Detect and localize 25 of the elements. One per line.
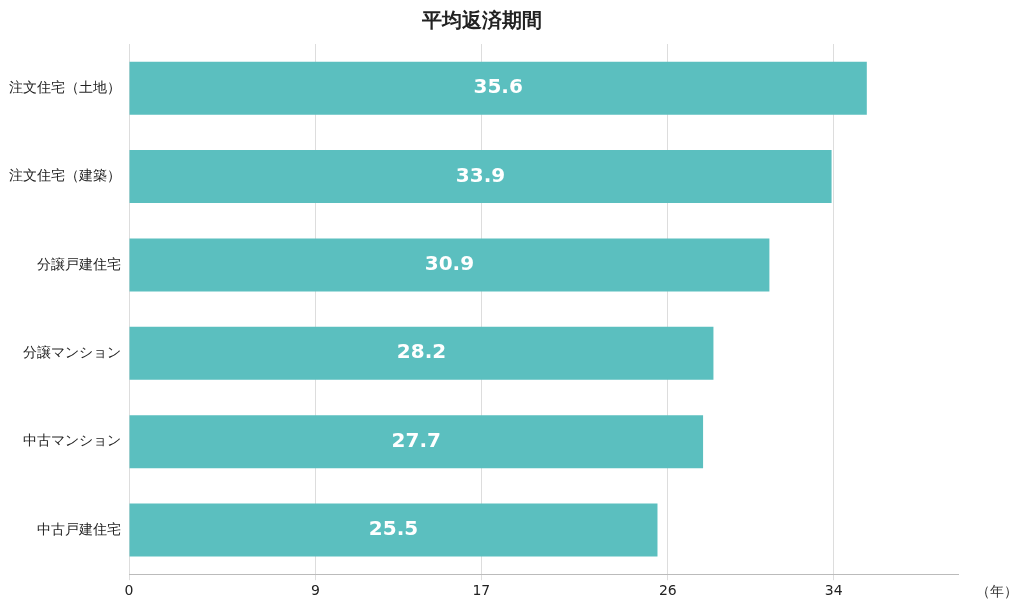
x-tick-label: 26 [658,582,677,599]
chart-title: 平均返済期間 [421,8,542,33]
data-label: 30.9 [424,251,475,276]
y-tick-label: 中古戸建住宅 [37,520,121,537]
bar [129,415,704,469]
x-tick-label: 34 [824,582,843,599]
bar [129,61,867,115]
y-tick-label: 中古マンション [23,432,121,449]
x-tick-label: 9 [311,582,320,599]
y-tick-label: 分譲マンション [23,343,121,360]
data-label: 25.5 [368,516,419,541]
x-tick-label: 0 [124,582,134,599]
data-label: 33.9 [455,162,506,187]
y-tick-label: 注文住宅（土地） [9,78,121,95]
bar [129,326,714,380]
data-label: 28.2 [396,339,447,364]
bar [129,150,832,204]
bar [129,503,658,557]
y-tick-label: 分譲戸建住宅 [37,255,121,272]
data-label: 35.6 [473,74,523,99]
x-axis-title: （年） [976,582,1018,599]
y-tick-label: 注文住宅（建築） [9,167,121,184]
data-label: 27.7 [391,427,441,452]
bar [129,238,770,292]
x-tick-label: 17 [472,582,491,599]
